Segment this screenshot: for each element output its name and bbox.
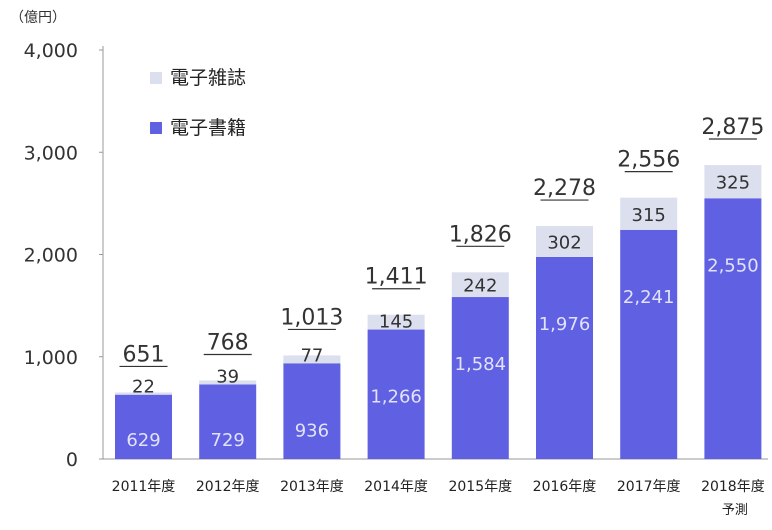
bar-ebook [115,394,172,459]
y-axis-unit: （億円） [10,10,66,26]
emagazine-value-label: 22 [132,377,155,398]
ebook-value-label: 1,266 [370,387,422,408]
total-label: 2,556 [617,148,680,173]
x-tick-label: 2016年度 [533,479,597,495]
bar-emagazine [620,197,678,230]
bar-emagazine [536,226,593,257]
bar-ebook [367,329,425,459]
x-tick-label: 2011年度 [112,479,176,495]
y-tick-label: 1,000 [24,347,78,369]
emagazine-value-label: 315 [632,205,666,226]
total-label: 1,411 [365,265,428,290]
x-tick-label: 2013年度 [280,479,344,495]
total-label: 1,013 [280,305,343,330]
bar-emagazine [704,165,762,199]
chart-bars [115,165,762,459]
x-tick-label: 2017年度 [617,479,681,495]
y-tick-label: 4,000 [24,40,78,62]
ebook-value-label: 729 [211,430,245,451]
legend-swatch [150,122,162,134]
legend-swatch [150,72,162,84]
bar-ebook [199,384,257,459]
emagazine-value-label: 145 [379,312,413,333]
ebook-value-label: 2,550 [707,255,759,276]
emagazine-value-label: 242 [463,276,497,297]
ebook-value-label: 2,241 [623,287,675,308]
chart-labels: 2011年度 651 22 629 2012年度 768 39 729 2013年度 1,013 7… [112,115,765,518]
emagazine-value-label: 77 [300,345,323,366]
bar-emagazine [199,380,257,385]
bar-ebook [704,198,762,459]
chart-axes: （億円） 0 1,000 2,000 3,000 4,000 [10,10,768,471]
emagazine-value-label: 39 [216,366,239,387]
ebook-value-label: 1,976 [539,314,591,335]
ebook-value-label: 936 [295,420,329,441]
bar-emagazine [283,355,341,364]
bar-ebook [283,363,341,459]
x-tick-label: 2014年度 [364,479,428,495]
y-tick-label: 3,000 [24,142,78,164]
x-tick-label: 2012年度 [196,479,260,495]
bar-ebook [620,229,678,459]
total-label: 768 [207,330,249,355]
emagazine-value-label: 325 [716,173,750,194]
bar-ebook [536,256,593,459]
bar-emagazine [451,272,509,298]
total-label: 651 [123,342,165,367]
legend-label: 電子雑誌 [170,67,246,89]
bar-emagazine [367,314,425,330]
forecast-note: 予測 [722,503,748,518]
y-tick-label: 2,000 [24,245,78,267]
total-label: 2,278 [533,176,596,201]
bar-emagazine [115,392,172,395]
x-tick-label: 2018年度 [701,479,765,495]
ebook-value-label: 629 [126,430,160,451]
ebook-value-label: 1,584 [455,354,507,375]
total-label: 2,875 [701,115,764,140]
emagazine-value-label: 302 [547,233,581,254]
y-tick-label: 0 [66,449,78,471]
legend-label: 電子書籍 [170,117,246,139]
x-tick-label: 2015年度 [448,479,512,495]
total-label: 1,826 [449,222,512,247]
bar-ebook [451,297,509,459]
